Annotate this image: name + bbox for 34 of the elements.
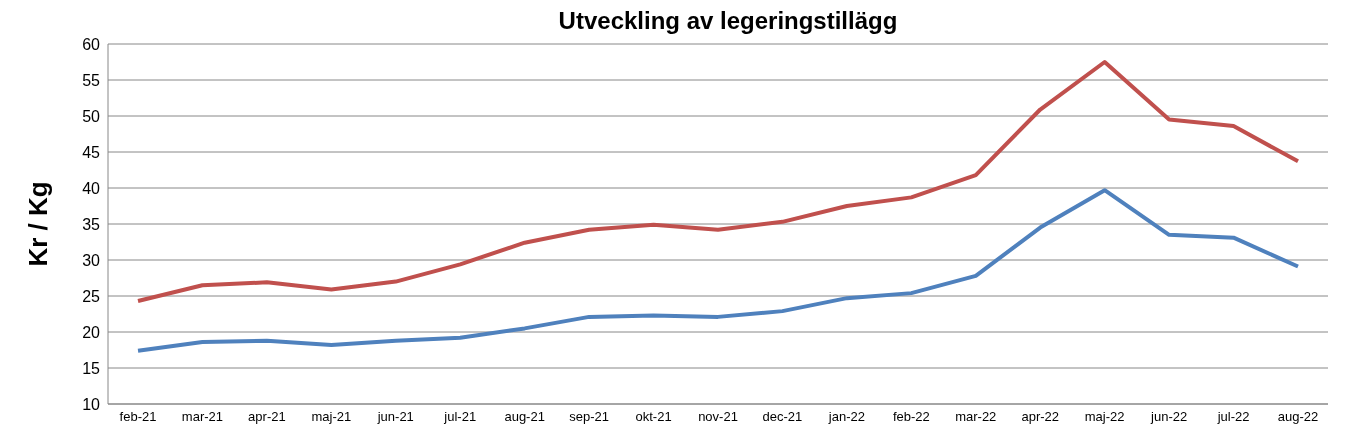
x-tick-label: aug-21 <box>504 409 545 425</box>
y-tick-label: 30 <box>82 251 101 269</box>
y-tick-label: 45 <box>82 143 101 161</box>
y-tick-label: 50 <box>82 107 101 125</box>
x-tick-label: okt-21 <box>635 409 672 425</box>
x-tick-label: feb-22 <box>892 409 930 425</box>
x-tick-label: jun-21 <box>376 409 414 425</box>
x-tick-label: apr-22 <box>1021 409 1060 425</box>
x-tick-label: jul-22 <box>1216 409 1250 425</box>
y-tick-label: 40 <box>82 179 101 197</box>
y-axis-title: Kr / Kg <box>23 181 54 267</box>
x-tick-label: maj-22 <box>1084 409 1125 425</box>
x-tick-label: nov-21 <box>698 409 738 425</box>
x-tick-label: jun-22 <box>1150 409 1188 425</box>
x-tick-label: feb-21 <box>119 409 157 425</box>
line-series <box>136 60 1300 304</box>
x-tick-label: dec-21 <box>762 409 803 425</box>
x-tick-label: mar-22 <box>955 409 997 425</box>
y-tick-label: 20 <box>82 323 101 341</box>
x-tick-label: mar-21 <box>181 409 224 425</box>
y-tick-label: 35 <box>82 215 101 233</box>
y-tick-label: 10 <box>82 395 101 413</box>
x-tick-label: jan-22 <box>827 409 865 425</box>
x-tick-label: apr-21 <box>248 409 286 425</box>
x-tick-label: sep-21 <box>569 409 609 425</box>
y-tick-label: 55 <box>82 71 101 89</box>
line-series <box>136 188 1300 353</box>
chart-title: Utveckling av legeringstillägg <box>557 7 899 34</box>
y-tick-label: 60 <box>82 35 101 53</box>
x-tick-label: aug-22 <box>1277 409 1319 425</box>
x-tick-label: jul-21 <box>443 409 477 425</box>
y-tick-label: 15 <box>82 359 101 377</box>
y-tick-label: 25 <box>82 287 101 305</box>
x-tick-label: maj-21 <box>311 409 352 425</box>
